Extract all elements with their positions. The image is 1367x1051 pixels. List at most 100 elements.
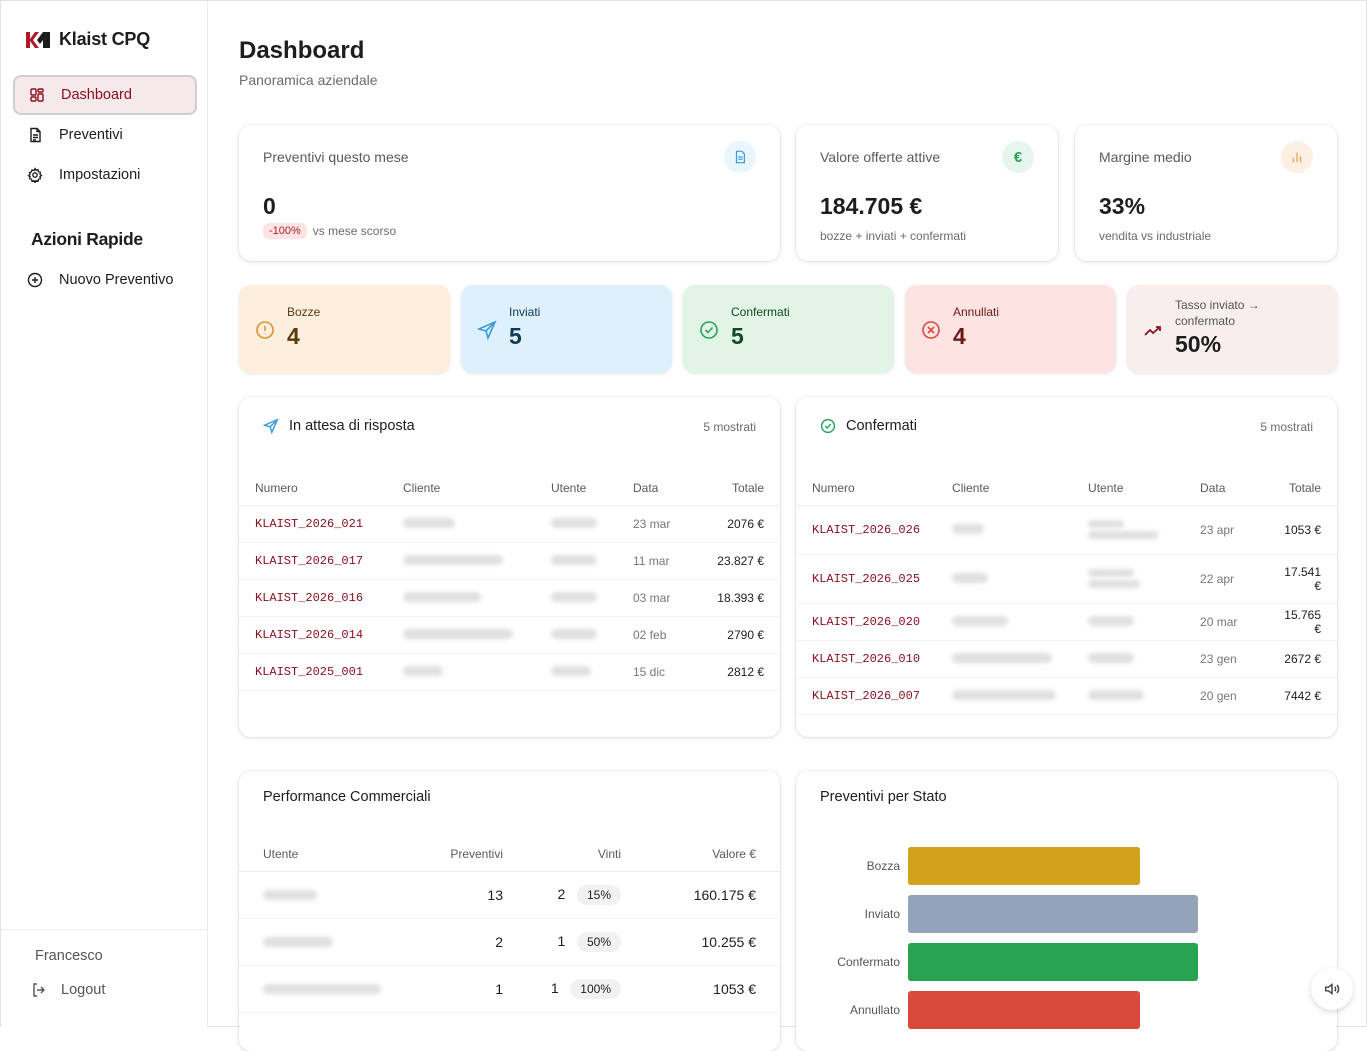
table-row[interactable]: KLAIST_2025_001 15 dic 2812 € bbox=[239, 653, 780, 691]
user-redacted bbox=[535, 579, 617, 617]
table-row[interactable]: KLAIST_2026_010 23 gen 2672 € bbox=[796, 640, 1337, 678]
col-utente: Utente bbox=[239, 837, 409, 872]
quote-number[interactable]: KLAIST_2026_021 bbox=[239, 505, 387, 543]
app-logo[interactable]: Klaist CPQ bbox=[25, 29, 150, 50]
table-row[interactable]: KLAIST_2026_020 20 mar 15.765 € bbox=[796, 603, 1337, 641]
win-rate-badge: 100% bbox=[570, 978, 621, 999]
total: 15.765 € bbox=[1264, 603, 1337, 641]
bar-label: Inviato bbox=[864, 907, 900, 921]
quote-number[interactable]: KLAIST_2026_025 bbox=[796, 554, 937, 604]
quote-number[interactable]: KLAIST_2026_010 bbox=[796, 640, 937, 678]
stat-card-confermati[interactable]: Confermati 5 bbox=[683, 285, 894, 373]
won-cell: 1 50% bbox=[519, 918, 637, 966]
stat-label: Bozze bbox=[287, 305, 321, 319]
client-redacted bbox=[936, 603, 1073, 641]
client-redacted bbox=[936, 677, 1073, 715]
user-redacted bbox=[1072, 603, 1185, 641]
col-preventivi: Preventivi bbox=[409, 837, 519, 872]
table-row[interactable]: KLAIST_2026_025 22 apr 17.541 € bbox=[796, 554, 1337, 604]
table-row[interactable]: KLAIST_2026_026 23 apr 1053 € bbox=[796, 505, 1337, 555]
col-totale: Totale bbox=[697, 471, 780, 506]
send-icon bbox=[477, 320, 497, 340]
x-circle-icon bbox=[922, 321, 940, 339]
won-cell: 1 100% bbox=[519, 965, 637, 1013]
stat-value: 5 bbox=[731, 323, 744, 349]
user-redacted bbox=[535, 542, 617, 580]
user-redacted bbox=[535, 505, 617, 543]
shown-count: 5 mostrati bbox=[703, 420, 756, 434]
stat-card-annullati[interactable]: Annullati 4 bbox=[905, 285, 1116, 373]
quotes-count: 2 bbox=[409, 918, 519, 966]
client-redacted bbox=[936, 505, 1073, 555]
won-count: 1 bbox=[557, 932, 566, 949]
kpi-sub-text: vs mese scorso bbox=[312, 224, 397, 238]
alert-circle-icon bbox=[256, 321, 274, 339]
quote-number[interactable]: KLAIST_2026_020 bbox=[796, 603, 937, 641]
won-cell: 2 15% bbox=[519, 871, 637, 919]
pending-panel: In attesa di risposta 5 mostrati Numero … bbox=[239, 397, 780, 737]
confirmed-table: Numero Cliente Utente Data Totale KLAIST… bbox=[796, 471, 1337, 715]
quote-number[interactable]: KLAIST_2025_001 bbox=[239, 653, 387, 691]
kpi-card-preventivi-mese: Preventivi questo mese 0 -100% vs mese s… bbox=[239, 125, 780, 261]
app-name: Klaist CPQ bbox=[59, 29, 151, 49]
col-vinti: Vinti bbox=[519, 837, 637, 872]
quote-number[interactable]: KLAIST_2026_016 bbox=[239, 579, 387, 617]
main-content: Dashboard Panoramica aziendale Preventiv… bbox=[209, 1, 1367, 1051]
date: 20 mar bbox=[1184, 603, 1265, 641]
panel-title: Performance Commerciali bbox=[263, 789, 431, 805]
date: 20 gen bbox=[1184, 677, 1265, 715]
kpi-value: 33% bbox=[1099, 193, 1146, 219]
client-redacted bbox=[387, 616, 535, 654]
kpi-label: Preventivi questo mese bbox=[263, 149, 409, 165]
client-redacted bbox=[387, 579, 535, 617]
bar-inviato[interactable] bbox=[908, 895, 1198, 933]
table-row[interactable]: 13 2 15% 160.175 € bbox=[239, 871, 780, 919]
table-row[interactable]: KLAIST_2026_017 11 mar 23.827 € bbox=[239, 542, 780, 580]
user-redacted bbox=[535, 653, 617, 691]
table-row[interactable]: KLAIST_2026_014 02 feb 2790 € bbox=[239, 616, 780, 654]
date: 23 gen bbox=[1184, 640, 1265, 678]
client-redacted bbox=[936, 640, 1073, 678]
total: 2076 € bbox=[697, 505, 780, 543]
euro-icon: € bbox=[1002, 141, 1034, 173]
stat-value: 4 bbox=[287, 323, 300, 349]
user-redacted bbox=[239, 918, 409, 966]
performance-table: Utente Preventivi Vinti Valore € 13 2 15%… bbox=[239, 837, 780, 1013]
sidebar-item-dashboard[interactable]: Dashboard bbox=[13, 75, 197, 115]
stat-value: 4 bbox=[953, 323, 966, 349]
quote-number[interactable]: KLAIST_2026_026 bbox=[796, 505, 937, 555]
quote-number[interactable]: KLAIST_2026_014 bbox=[239, 616, 387, 654]
table-row[interactable]: KLAIST_2026_007 20 gen 7442 € bbox=[796, 677, 1337, 715]
stat-value: 50% bbox=[1175, 331, 1222, 357]
page-title: Dashboard bbox=[239, 37, 365, 64]
sidebar-item-impostazioni[interactable]: Impostazioni bbox=[13, 155, 197, 195]
change-badge: -100% bbox=[263, 223, 307, 239]
total: 2790 € bbox=[697, 616, 780, 654]
user-redacted bbox=[1072, 677, 1185, 715]
stat-card-tasso-conversione[interactable]: Tasso inviato → confermato 50% bbox=[1127, 285, 1338, 373]
total: 23.827 € bbox=[697, 542, 780, 580]
new-quote-button[interactable]: Nuovo Preventivo bbox=[27, 267, 173, 293]
quote-number[interactable]: KLAIST_2026_007 bbox=[796, 677, 937, 715]
sidebar-item-preventivi[interactable]: Preventivi bbox=[13, 115, 197, 155]
date: 03 mar bbox=[617, 579, 697, 617]
bar-annullato[interactable] bbox=[908, 991, 1140, 1029]
stat-card-bozze[interactable]: Bozze 4 bbox=[239, 285, 450, 373]
quote-number[interactable]: KLAIST_2026_017 bbox=[239, 542, 387, 580]
stat-card-inviati[interactable]: Inviati 5 bbox=[461, 285, 672, 373]
bar-confermato[interactable] bbox=[908, 943, 1198, 981]
logout-button[interactable]: Logout bbox=[31, 982, 105, 998]
sound-toggle-button[interactable] bbox=[1311, 968, 1353, 1010]
bar-bozza[interactable] bbox=[908, 847, 1140, 885]
date: 23 apr bbox=[1184, 505, 1265, 555]
client-redacted bbox=[387, 653, 535, 691]
quotes-count: 13 bbox=[409, 871, 519, 919]
total: 7442 € bbox=[1264, 677, 1337, 715]
col-cliente: Cliente bbox=[387, 471, 535, 506]
col-utente: Utente bbox=[1072, 471, 1185, 506]
table-row[interactable]: KLAIST_2026_021 23 mar 2076 € bbox=[239, 505, 780, 543]
table-row[interactable]: KLAIST_2026_016 03 mar 18.393 € bbox=[239, 579, 780, 617]
